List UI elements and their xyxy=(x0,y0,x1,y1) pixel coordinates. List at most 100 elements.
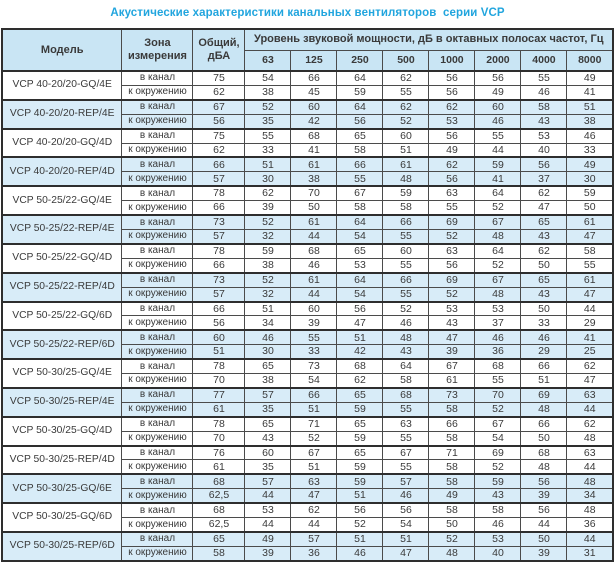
zone-cell-to-surroundings: к окружению xyxy=(121,286,194,303)
table-row-in-duct: VCP 50-25/22-REP/4D в канал 73 52 61 64 … xyxy=(1,271,614,302)
level-cell-8000: 48 xyxy=(566,502,614,519)
zone-cell-to-surroundings: к окружению xyxy=(121,142,194,158)
level-cell-1000: 63 xyxy=(428,185,476,202)
level-cell-63: 44 xyxy=(244,488,292,504)
level-cell-2000: 49 xyxy=(474,84,522,101)
level-cell-250: 42 xyxy=(336,344,384,360)
model-cell: VCP 40-20/20-REP/4E xyxy=(1,98,123,130)
level-cell-63: 52 xyxy=(244,98,292,115)
level-cell-63: 55 xyxy=(244,127,292,144)
level-cell-125: 61 xyxy=(290,214,338,230)
total-dba-cell: 56 xyxy=(192,113,246,130)
level-cell-1000: 43 xyxy=(428,315,476,331)
level-cell-250: 53 xyxy=(336,257,384,274)
level-cell-2000: 40 xyxy=(474,545,522,562)
level-cell-500: 59 xyxy=(382,185,430,202)
zone-cell-to-surroundings: к окружению xyxy=(121,373,194,389)
level-cell-4000: 56 xyxy=(520,473,568,490)
level-cell-125: 38 xyxy=(290,171,338,187)
freq-header-2000: 2000 xyxy=(474,49,522,72)
zone-cell-in-duct: в канал xyxy=(121,502,194,519)
level-cell-63: 51 xyxy=(244,156,292,173)
level-cell-2000: 67 xyxy=(474,214,522,230)
total-dba-cell: 73 xyxy=(192,271,246,288)
total-dba-cell: 60 xyxy=(192,329,246,346)
level-cell-4000: 50 xyxy=(520,530,568,547)
level-cell-1000: 66 xyxy=(428,415,476,432)
level-cell-1000: 56 xyxy=(428,84,476,101)
zone-cell-to-surroundings: к окружению xyxy=(121,200,194,216)
level-cell-2000: 53 xyxy=(474,300,522,317)
level-cell-2000: 41 xyxy=(474,171,522,187)
zone-cell-in-duct: в канал xyxy=(121,127,194,144)
level-cell-2000: 60 xyxy=(474,98,522,115)
zone-cell-in-duct: в канал xyxy=(121,444,194,461)
total-dba-cell: 76 xyxy=(192,444,246,461)
level-cell-500: 64 xyxy=(382,358,430,375)
model-cell: VCP 50-30/25-REP/4E xyxy=(1,386,123,418)
table-row-in-duct: VCP 50-25/22-GQ/4D в канал 78 59 68 65 6… xyxy=(1,242,614,274)
level-cell-250: 64 xyxy=(336,69,384,86)
total-dba-cell: 66 xyxy=(192,156,246,173)
level-cell-8000: 33 xyxy=(566,142,614,158)
level-cell-1000: 69 xyxy=(428,271,476,288)
level-cell-125: 52 xyxy=(290,430,338,447)
zone-cell-in-duct: в канал xyxy=(121,69,194,86)
level-cell-250: 59 xyxy=(336,473,384,490)
level-cell-250: 58 xyxy=(336,142,384,158)
level-cell-125: 68 xyxy=(290,242,338,259)
level-cell-2000: 67 xyxy=(474,415,522,432)
level-cell-63: 35 xyxy=(244,459,292,475)
model-cell: VCP 40-20/20-GQ/4D xyxy=(1,127,123,158)
level-cell-500: 55 xyxy=(382,459,430,475)
level-cell-250: 65 xyxy=(336,444,384,461)
total-dba-cell: 57 xyxy=(192,171,246,187)
freq-header-1000: 1000 xyxy=(428,49,476,72)
level-cell-1000: 53 xyxy=(428,300,476,317)
level-cell-2000: 44 xyxy=(474,142,522,158)
level-cell-63: 32 xyxy=(244,228,292,245)
level-cell-8000: 44 xyxy=(566,530,614,547)
level-cell-125: 33 xyxy=(290,344,338,360)
level-cell-250: 59 xyxy=(336,84,384,101)
level-cell-4000: 39 xyxy=(520,545,568,562)
level-cell-125: 55 xyxy=(290,329,338,346)
level-cell-250: 64 xyxy=(336,271,384,288)
level-cell-500: 47 xyxy=(382,545,430,562)
level-cell-4000: 65 xyxy=(520,214,568,230)
model-cell: VCP 50-30/25-GQ/4D xyxy=(1,415,123,447)
level-cell-250: 59 xyxy=(336,430,384,447)
model-cell: VCP 50-25/22-GQ/4D xyxy=(1,242,123,274)
level-cell-4000: 56 xyxy=(520,156,568,173)
level-cell-63: 35 xyxy=(244,113,292,130)
zone-cell-to-surroundings: к окружению xyxy=(121,84,194,101)
level-cell-125: 51 xyxy=(290,401,338,418)
total-dba-cell: 57 xyxy=(192,228,246,245)
level-cell-500: 63 xyxy=(382,415,430,432)
table-row-in-duct: VCP 50-30/25-REP/6D в канал 65 49 57 51 … xyxy=(1,530,614,562)
total-dba-cell: 61 xyxy=(192,459,246,475)
total-dba-cell: 75 xyxy=(192,127,246,144)
total-dba-cell: 61 xyxy=(192,401,246,418)
level-cell-250: 51 xyxy=(336,488,384,504)
level-cell-4000: 55 xyxy=(520,69,568,86)
total-dba-cell: 70 xyxy=(192,373,246,389)
table-row-in-duct: VCP 50-30/25-REP/4D в канал 76 60 67 65 … xyxy=(1,444,614,475)
level-cell-1000: 71 xyxy=(428,444,476,461)
table-row-in-duct: VCP 50-25/22-REP/6D в канал 60 46 55 51 … xyxy=(1,329,614,360)
level-cell-4000: 37 xyxy=(520,171,568,187)
level-cell-500: 48 xyxy=(382,329,430,346)
total-dba-cell: 78 xyxy=(192,242,246,259)
level-cell-8000: 47 xyxy=(566,228,614,245)
level-cell-250: 55 xyxy=(336,171,384,187)
level-cell-250: 65 xyxy=(336,127,384,144)
level-cell-500: 62 xyxy=(382,69,430,86)
level-cell-63: 49 xyxy=(244,530,292,547)
table-row-in-duct: VCP 50-30/25-GQ/4D в канал 78 65 71 65 6… xyxy=(1,415,614,447)
total-dba-cell: 75 xyxy=(192,69,246,86)
level-cell-63: 43 xyxy=(244,430,292,447)
level-cell-8000: 46 xyxy=(566,127,614,144)
level-cell-4000: 44 xyxy=(520,517,568,533)
level-cell-250: 68 xyxy=(336,358,384,375)
level-cell-125: 47 xyxy=(290,488,338,504)
